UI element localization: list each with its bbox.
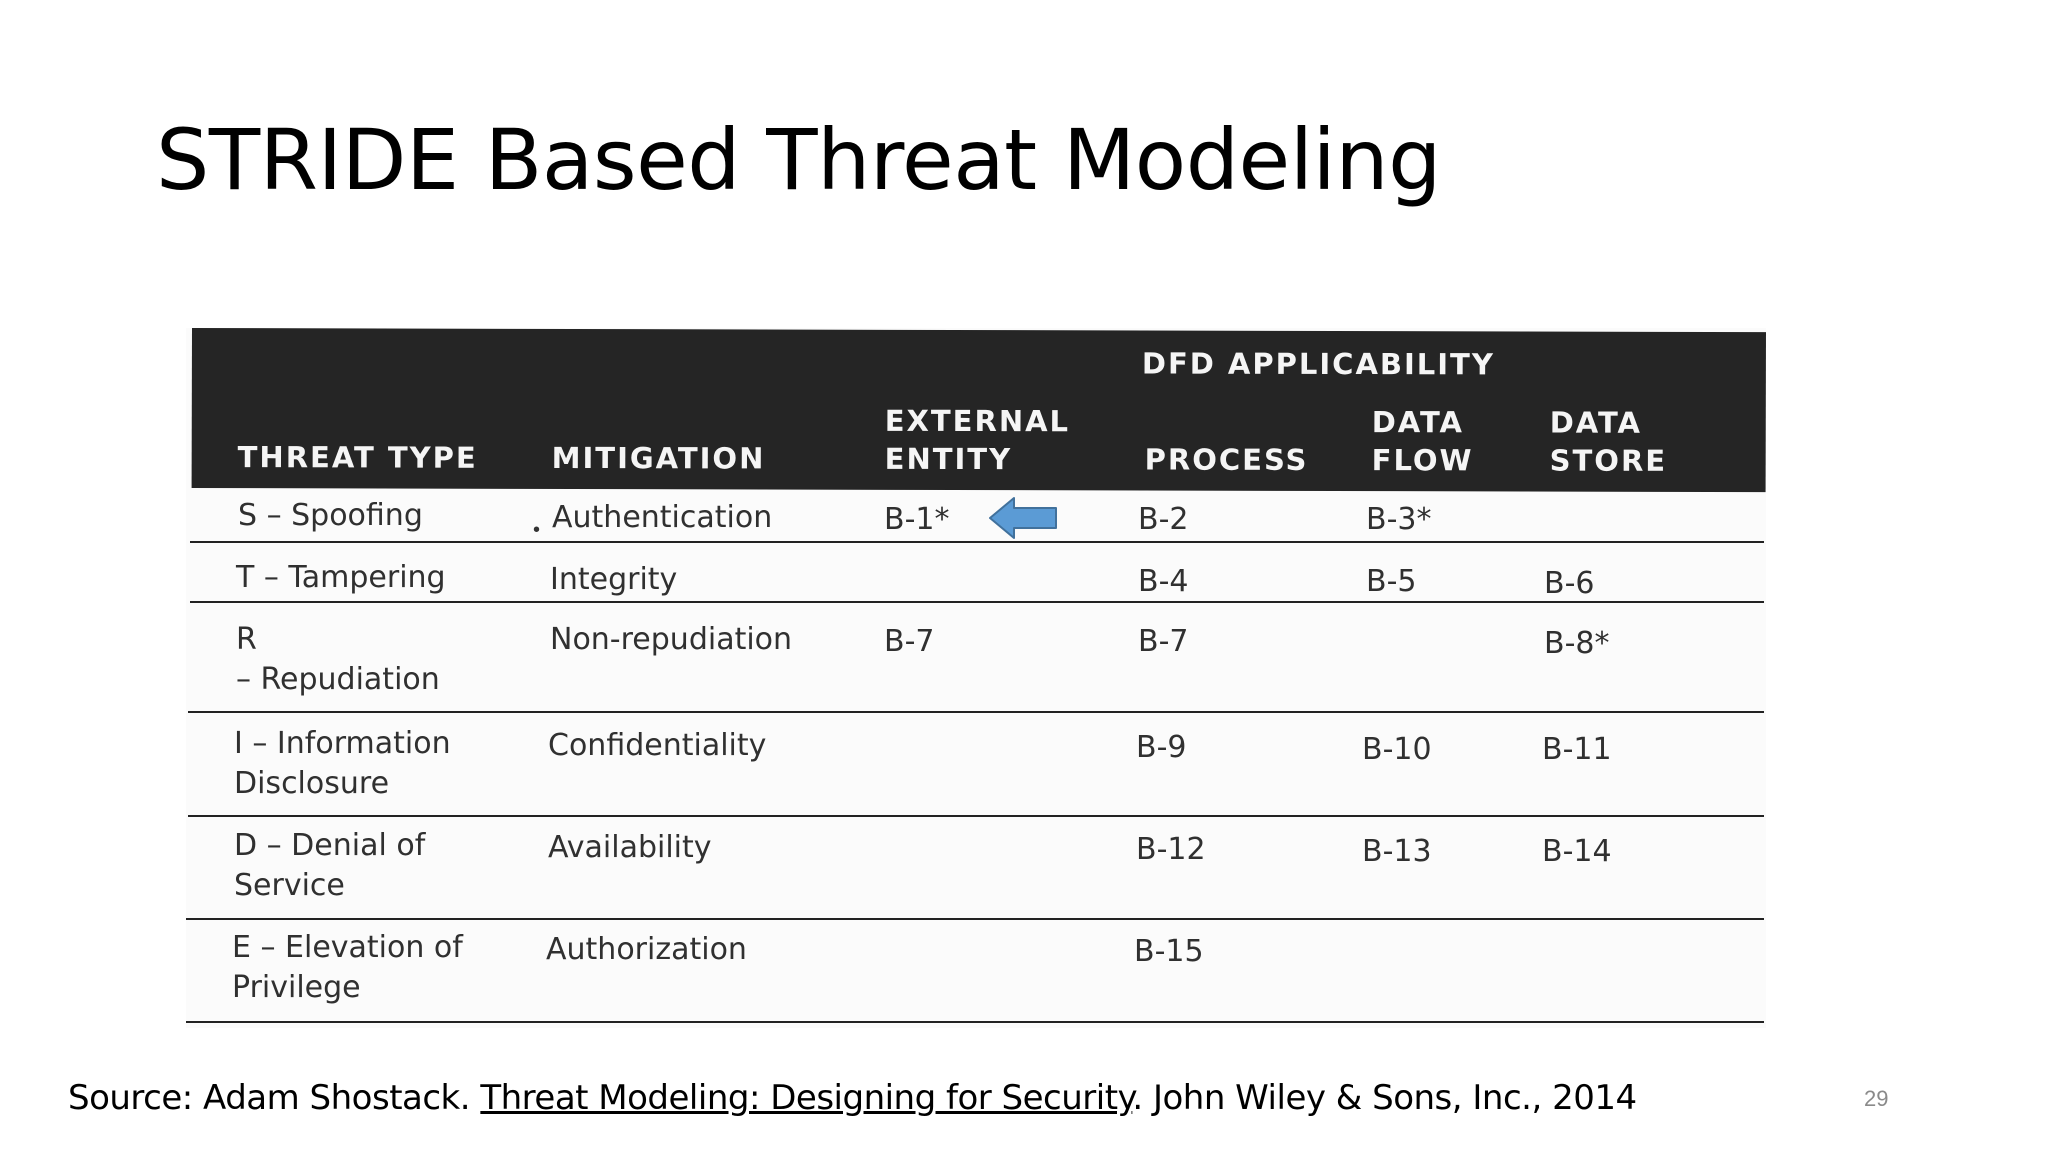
row-1-threat-type: S – Spoofing — [238, 498, 423, 533]
row-divider — [188, 711, 1764, 713]
dfd-applicability-header: DFD APPLICABILITY — [1141, 346, 1495, 382]
stride-table-image: DFD APPLICABILITY THREAT TYPE MITIGATION… — [186, 328, 1766, 1028]
row-2-threat-type: T – Tampering — [236, 560, 446, 595]
column-header-external-entity: EXTERNAL ENTITY — [884, 403, 1071, 477]
row-4-threat-type: I – Information Disclosure — [234, 726, 451, 801]
row-6-threat-type: E – Elevation of Privilege — [232, 930, 463, 1005]
row-1-mitigation: Authentication — [552, 500, 773, 535]
column-header-data-flow: DATA FLOW — [1371, 405, 1474, 478]
row-3-threat-type: R – Repudiation — [236, 622, 440, 697]
row-divider — [186, 1021, 1764, 1023]
column-header-mitigation: MITIGATION — [551, 440, 766, 476]
row-3-process: B-7 — [1138, 624, 1189, 659]
source-suffix: . John Wiley & Sons, Inc., 2014 — [1132, 1078, 1637, 1118]
column-header-data-store: DATA STORE — [1549, 405, 1668, 478]
source-prefix: Source: Adam Shostack. — [68, 1078, 481, 1118]
column-header-threat-type: THREAT TYPE — [237, 440, 478, 475]
row-6-process: B-15 — [1134, 934, 1204, 969]
book-title: Threat Modeling: Designing for Security — [480, 1078, 1133, 1118]
left-arrow-shape — [989, 497, 1057, 539]
row-4-data-store: B-11 — [1542, 732, 1612, 767]
row-3-external-entity: B-7 — [884, 624, 935, 659]
column-header-process: PROCESS — [1144, 442, 1309, 477]
row-4-data-flow: B-10 — [1362, 732, 1432, 767]
row-1-data-flow: B-3* — [1366, 502, 1432, 537]
row-divider — [186, 918, 1764, 920]
table-header: DFD APPLICABILITY THREAT TYPE MITIGATION… — [191, 328, 1766, 493]
row-5-data-store: B-14 — [1542, 834, 1612, 869]
row-1-external-entity: B-1* — [884, 502, 950, 537]
row-3-mitigation: Non-repudiation — [550, 622, 793, 657]
left-arrow-icon — [989, 497, 1057, 539]
page-number: 29 — [1864, 1086, 1889, 1111]
row-5-mitigation: Availability — [548, 830, 712, 865]
row-2-mitigation: Integrity — [550, 562, 678, 597]
row-4-mitigation: Confidentiality — [548, 728, 767, 763]
scan-speck: • — [533, 519, 541, 541]
slide-title: STRIDE Based Threat Modeling — [156, 111, 1441, 209]
row-4-process: B-9 — [1136, 730, 1187, 765]
row-5-data-flow: B-13 — [1362, 834, 1432, 869]
row-5-process: B-12 — [1136, 832, 1206, 867]
row-divider — [190, 541, 1764, 543]
source-citation: Source: Adam Shostack. Threat Modeling: … — [68, 1078, 1637, 1118]
row-3-data-store: B-8* — [1544, 626, 1610, 661]
row-6-mitigation: Authorization — [546, 932, 747, 967]
row-2-data-flow: B-5 — [1366, 564, 1417, 599]
row-divider — [190, 601, 1764, 603]
row-2-data-store: B-6 — [1544, 566, 1595, 601]
row-divider — [188, 815, 1764, 817]
row-1-process: B-2 — [1138, 502, 1189, 537]
row-5-threat-type: D – Denial of Service — [234, 828, 426, 903]
row-2-process: B-4 — [1138, 564, 1189, 599]
